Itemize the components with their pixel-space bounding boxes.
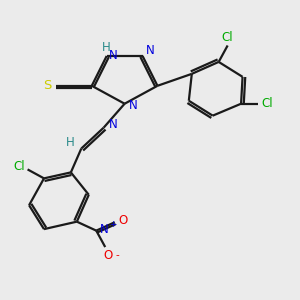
Text: -: - [116,250,120,260]
Text: Cl: Cl [222,31,233,44]
Text: N: N [100,223,109,236]
Text: N: N [109,118,118,130]
Text: Cl: Cl [261,97,273,110]
Text: +: + [109,220,116,229]
Text: Cl: Cl [14,160,25,173]
Text: N: N [129,99,138,112]
Text: H: H [66,136,74,149]
Text: O: O [103,249,113,262]
Text: N: N [109,50,118,62]
Text: S: S [44,79,52,92]
Text: O: O [118,214,128,227]
Text: H: H [102,41,111,54]
Text: N: N [146,44,154,57]
